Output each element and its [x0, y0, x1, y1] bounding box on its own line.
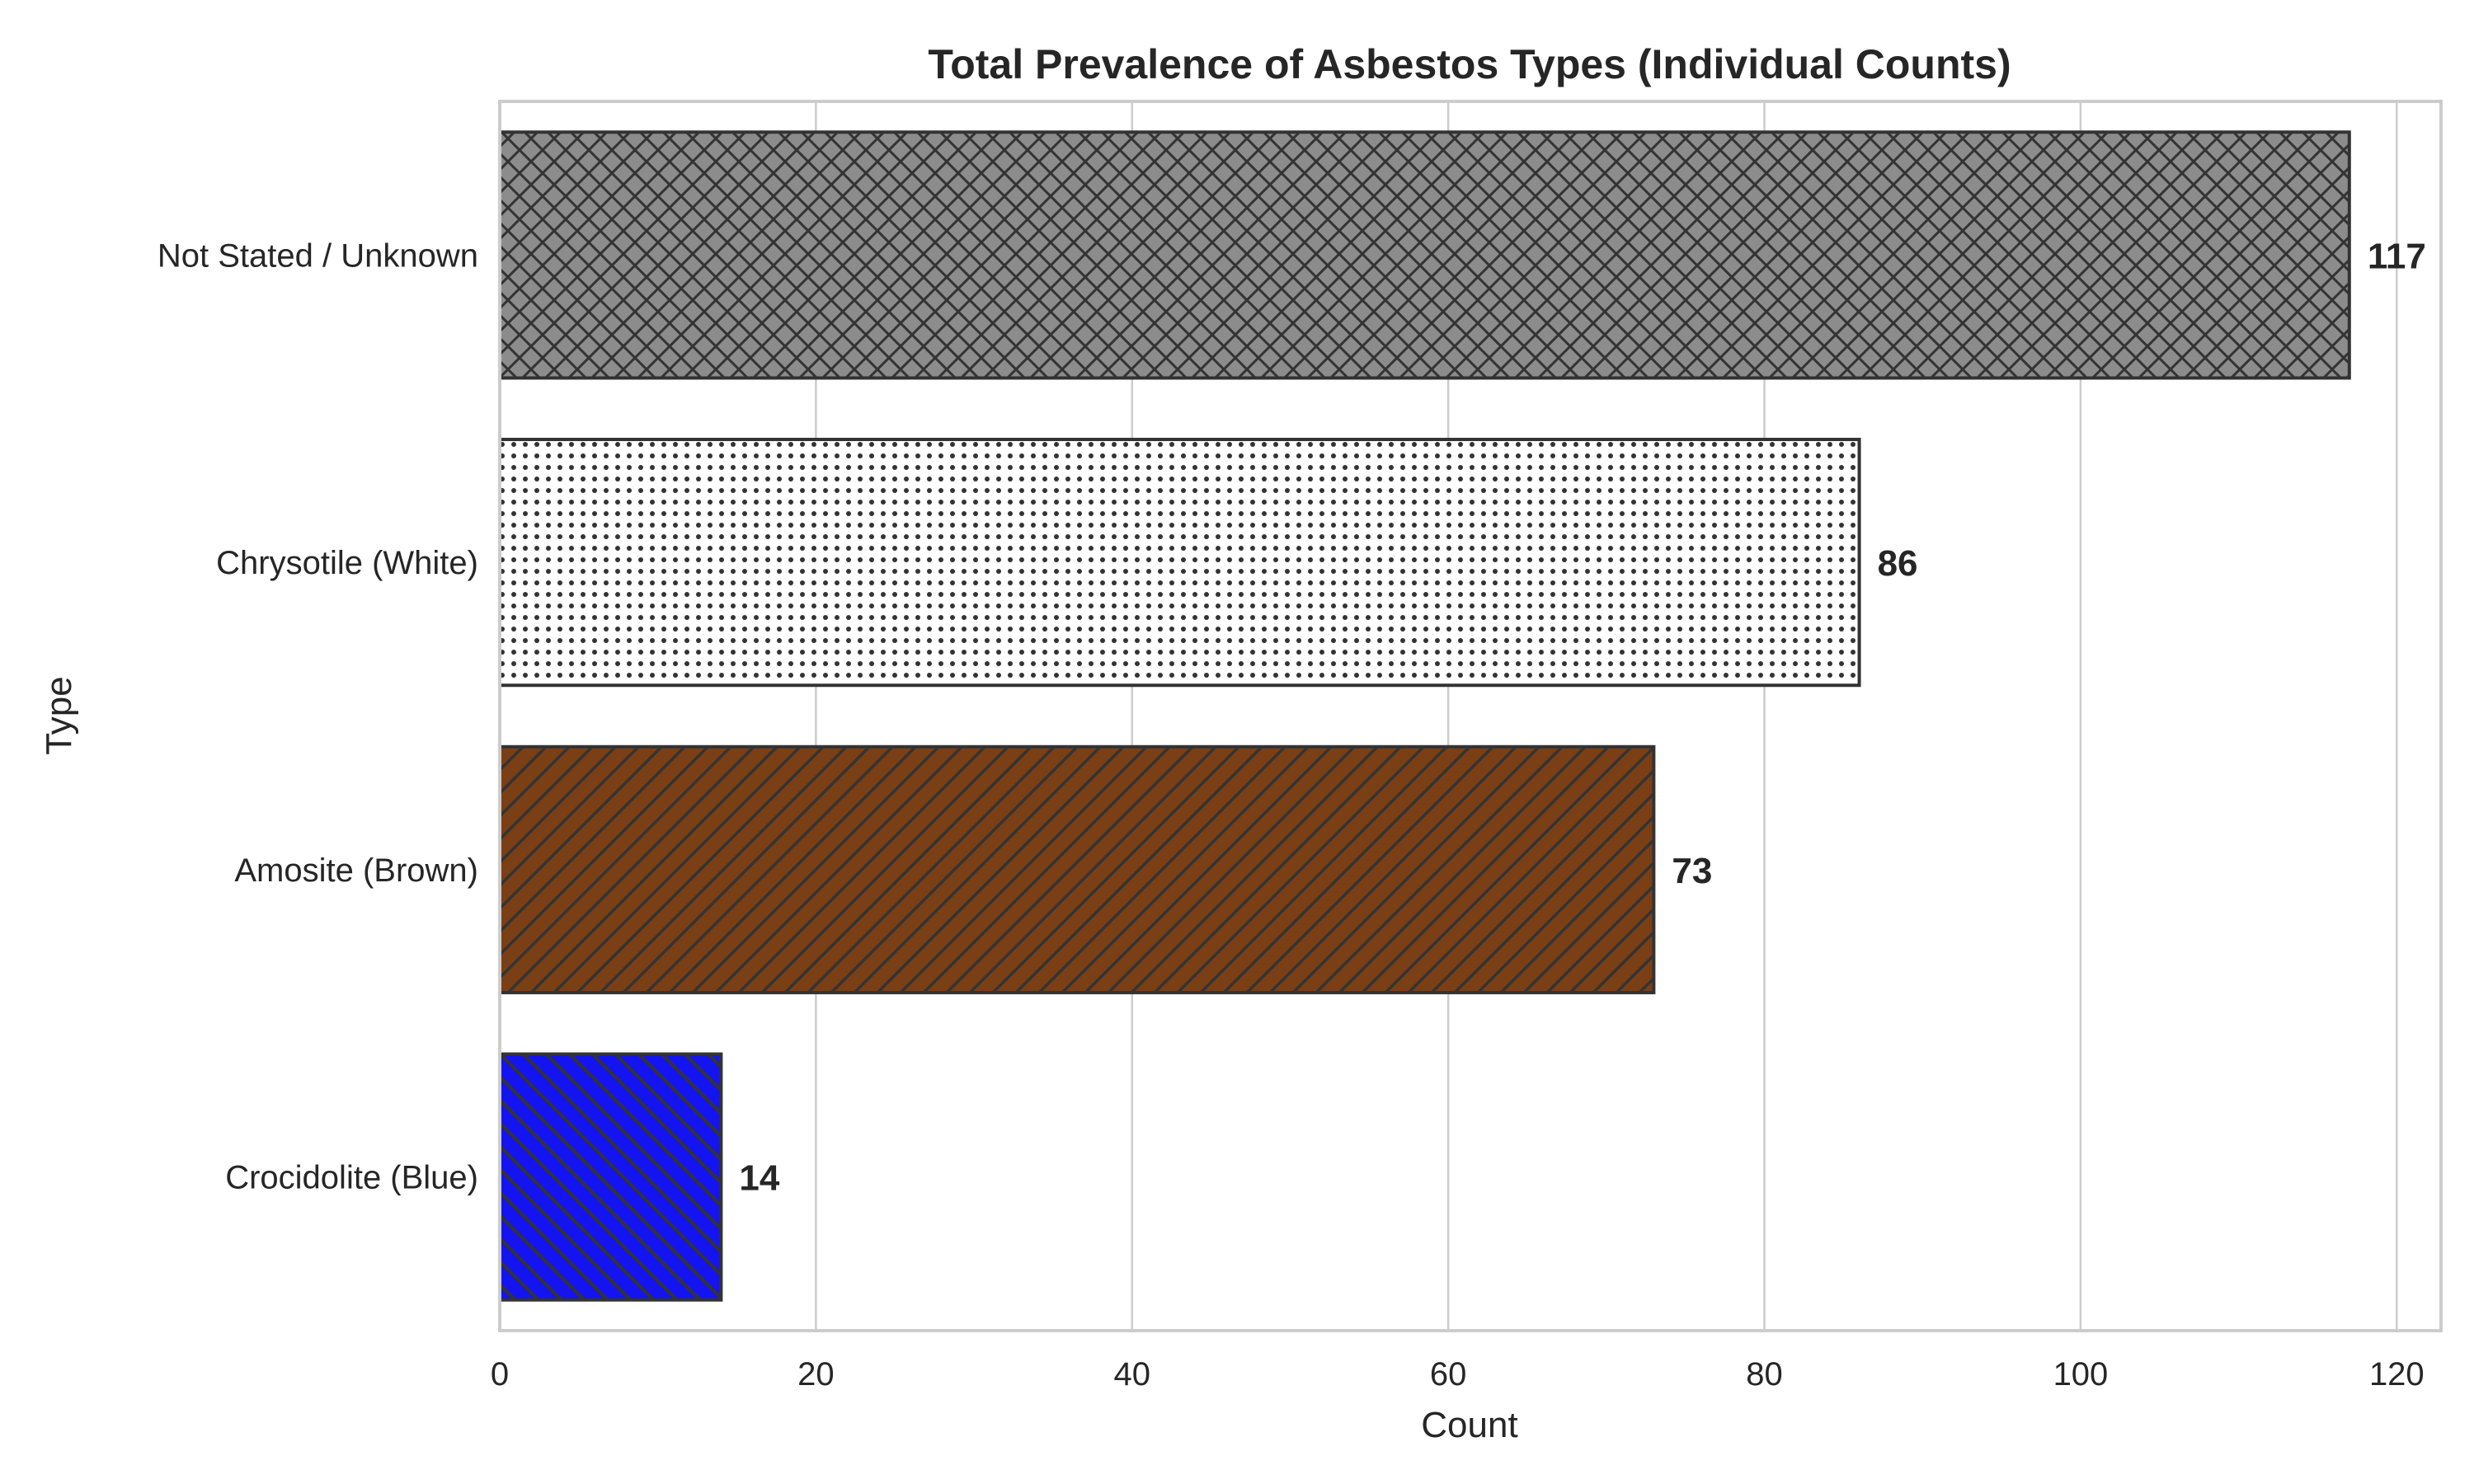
x-axis-label: Count — [1421, 1405, 1517, 1445]
value-label: 86 — [1878, 543, 1918, 584]
x-tick-label: 20 — [797, 1356, 835, 1392]
chart-title: Total Prevalence of Asbestos Types (Indi… — [928, 41, 2011, 87]
y-tick-label: Amosite (Brown) — [234, 852, 478, 889]
value-label: 73 — [1672, 851, 1712, 891]
x-ticks: 0 20 40 60 80 100 120 — [491, 1356, 2425, 1392]
x-tick-label: 120 — [2369, 1356, 2425, 1392]
y-tick-label: Not Stated / Unknown — [158, 237, 478, 274]
bars — [498, 130, 2351, 1302]
value-label: 117 — [2368, 236, 2426, 276]
bar-4 — [498, 1052, 723, 1302]
y-ticks: Not Stated / Unknown Chrysotile (White) Am… — [158, 237, 478, 1195]
plot-border — [498, 100, 2443, 1332]
value-labels: 117 86 73 14 — [739, 236, 2425, 1198]
y-tick-label: Chrysotile (White) — [216, 545, 478, 581]
y-tick-label: Crocidolite (Blue) — [225, 1160, 478, 1196]
bar-2 — [498, 438, 1861, 688]
x-tick-label: 80 — [1746, 1356, 1783, 1392]
x-tick-label: 40 — [1114, 1356, 1151, 1392]
x-tick-label: 100 — [2053, 1356, 2109, 1392]
bar-3 — [498, 744, 1656, 994]
y-axis-label: Type — [39, 676, 79, 754]
plot-frame — [498, 100, 2443, 1332]
x-tick-label: 0 — [491, 1356, 509, 1392]
x-tick-label: 60 — [1430, 1356, 1467, 1392]
bar-1 — [498, 130, 2351, 380]
value-label: 14 — [739, 1158, 779, 1199]
